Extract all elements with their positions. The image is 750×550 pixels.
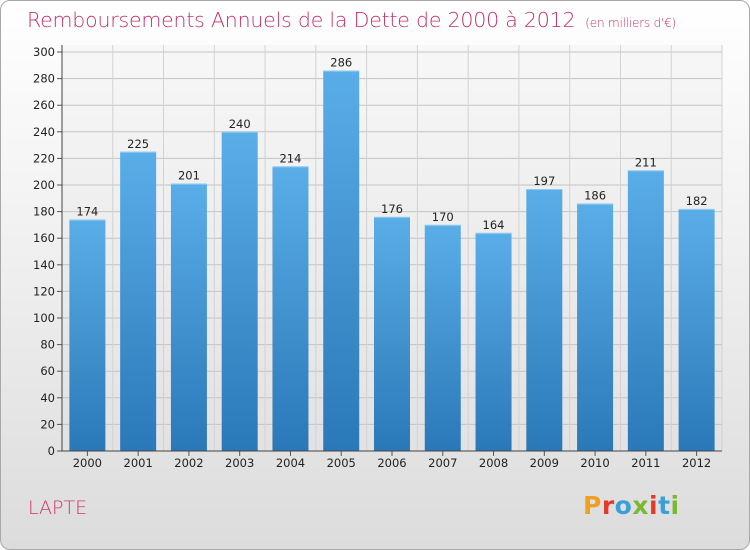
y-tick-label: 160 (33, 231, 55, 245)
value-label: 186 (584, 189, 606, 203)
value-label: 214 (279, 151, 301, 165)
commune-name: LAPTE (28, 497, 88, 519)
bars: 174 225 201 240 214 286 176 170 164 197 186 211 182 (69, 56, 715, 452)
bar-2001 (120, 151, 157, 451)
x-tick-label: 2002 (174, 456, 203, 470)
y-tick-label: 140 (33, 258, 55, 272)
x-tick-label: 2003 (225, 456, 254, 470)
chart-title: Remboursements Annuels de la Dette de 20… (27, 8, 676, 32)
bar-2008 (475, 232, 512, 451)
y-tick-label: 200 (33, 178, 55, 192)
value-label: 286 (330, 56, 352, 70)
chart-title-text: Remboursements Annuels de la Dette de 20… (27, 8, 576, 32)
y-tick-label: 0 (48, 444, 55, 458)
y-tick-label: 60 (40, 364, 55, 378)
x-tick-label: 2009 (530, 456, 559, 470)
value-label: 225 (127, 137, 149, 151)
y-tick-label: 180 (33, 205, 55, 219)
x-tick-label: 2000 (73, 456, 102, 470)
x-tick-label: 2012 (682, 456, 711, 470)
bar-2000 (69, 219, 106, 451)
logo-letter: i (649, 491, 659, 520)
bar-2011 (627, 170, 664, 451)
bar-2009 (526, 188, 563, 452)
axes: 0 20 40 60 80 100 120 140 160 180 200 220 240 260 280 3… (33, 45, 722, 470)
x-tick-label: 2011 (631, 456, 660, 470)
bar-2010 (577, 203, 614, 451)
y-tick-label: 20 (40, 417, 55, 431)
y-tick-label: 280 (33, 72, 55, 86)
chart-unit: (en milliers d'€) (585, 16, 677, 30)
y-tick-label: 100 (33, 311, 55, 325)
bar-2004 (272, 166, 309, 451)
x-tick-label: 2010 (580, 456, 609, 470)
logo-letter: r (601, 491, 615, 520)
proxiti-logo: Proxiti (583, 491, 680, 520)
value-label: 240 (229, 117, 251, 131)
value-label: 170 (432, 210, 454, 224)
bar-2002 (170, 183, 207, 452)
value-label: 174 (76, 205, 98, 219)
logo-letter: P (583, 491, 602, 520)
logo-letter: i (670, 491, 680, 520)
x-tick-label: 2001 (124, 456, 153, 470)
y-tick-label: 80 (40, 338, 55, 352)
value-label: 182 (686, 194, 708, 208)
value-label: 211 (635, 155, 657, 169)
bar-2005 (323, 70, 360, 452)
x-tick-label: 2008 (479, 456, 508, 470)
y-tick-label: 220 (33, 151, 55, 165)
value-label: 197 (533, 174, 555, 188)
bar-2003 (221, 131, 258, 452)
logo-letter: x (632, 491, 649, 520)
x-tick-label: 2005 (327, 456, 356, 470)
logo-letter: t (658, 491, 671, 520)
bar-2006 (374, 216, 410, 451)
value-label: 164 (483, 218, 505, 232)
x-tick-label: 2006 (377, 456, 406, 470)
y-tick-label: 40 (40, 391, 55, 405)
y-tick-label: 120 (33, 284, 55, 298)
y-tick-label: 240 (33, 125, 55, 139)
value-label: 201 (178, 169, 200, 183)
bar-2007 (424, 224, 461, 451)
value-label: 176 (381, 202, 403, 216)
y-tick-label: 260 (33, 98, 55, 112)
logo-letter: o (614, 491, 633, 520)
x-tick-label: 2004 (276, 456, 305, 470)
x-tick-label: 2007 (428, 456, 457, 470)
y-tick-label: 300 (33, 45, 55, 59)
bar-2012 (678, 208, 715, 451)
